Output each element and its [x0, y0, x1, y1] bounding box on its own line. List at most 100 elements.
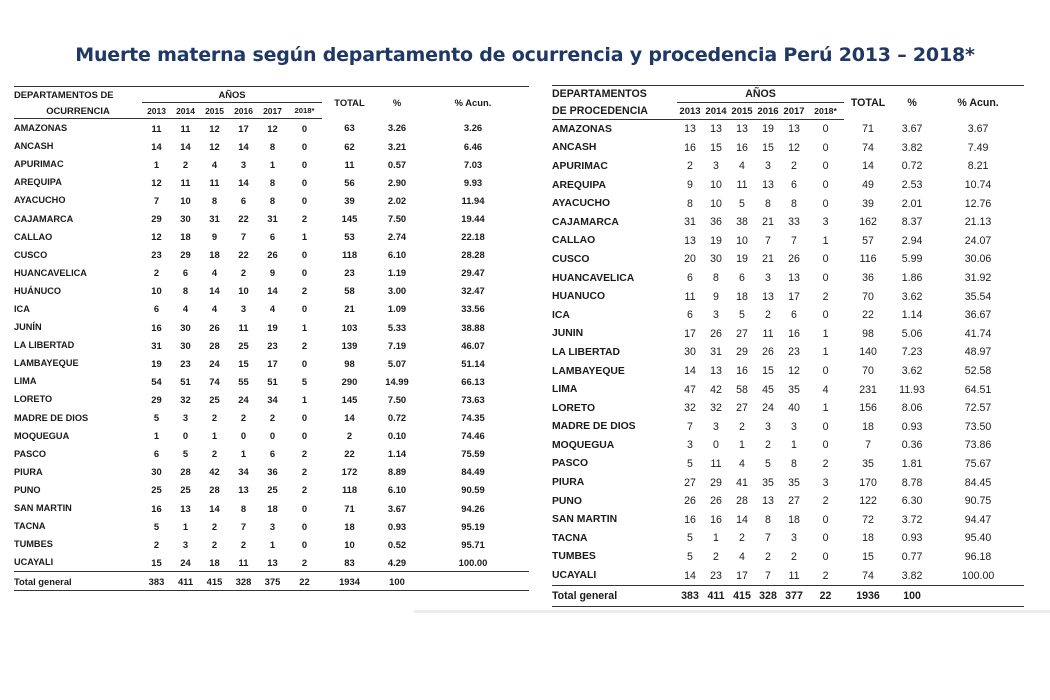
table-row: AREQUIPA 9 10 11 13 6 0 49 2.53 10.74 — [552, 176, 1024, 195]
value-cell: 30 — [180, 213, 191, 225]
value-cell: 2 — [822, 569, 829, 582]
total-cell: 383 — [677, 584, 703, 607]
years-header: AÑOS — [142, 86, 322, 103]
value-cell: 74 — [862, 569, 874, 582]
value-cell: 35 — [788, 476, 800, 489]
table-row: LIMA 54 51 74 55 51 5 290 14.99 66.13 — [14, 372, 529, 390]
value-cell: 19 — [267, 321, 278, 333]
value-cell: 3.72 — [901, 513, 923, 526]
value-cell: 52.58 — [964, 365, 992, 378]
value-cell: 0 — [822, 123, 829, 136]
value-cell: 0 — [301, 122, 308, 134]
value-cell: 3 — [240, 158, 247, 170]
value-cell: 0 — [301, 267, 308, 279]
years-header: AÑOS — [677, 85, 845, 103]
value-cell: 6.46 — [463, 140, 483, 152]
value-cell: 122 — [859, 495, 877, 508]
value-cell: 1 — [739, 439, 745, 452]
value-cell: 14 — [209, 502, 220, 514]
value-cell: 2 — [301, 466, 308, 478]
value-cell: 7 — [791, 234, 797, 247]
department-cell: UCAYALI — [14, 557, 54, 568]
value-cell: 42 — [710, 383, 722, 396]
year-header: 2017 — [258, 102, 287, 119]
value-cell: 0.36 — [901, 439, 923, 452]
value-cell: 11 — [736, 179, 748, 192]
total-cell: 22 — [287, 571, 322, 592]
value-cell: 156 — [859, 402, 877, 415]
value-cell: 15 — [762, 141, 774, 154]
value-cell: 94.26 — [461, 502, 485, 514]
value-cell: 3.62 — [901, 365, 923, 378]
value-cell: 8.78 — [901, 476, 923, 489]
total-cell: 415 — [200, 571, 229, 592]
value-cell: 34 — [238, 466, 249, 478]
value-cell: 0.72 — [901, 160, 923, 173]
value-cell: 14 — [862, 160, 874, 173]
value-cell: 12 — [209, 122, 220, 134]
value-cell: 39 — [344, 194, 355, 206]
value-cell: 19.44 — [461, 213, 485, 225]
table-row: TACNA 5 1 2 7 3 0 18 0.93 95.40 — [552, 529, 1024, 548]
table-row: MADRE DE DIOS 7 3 2 3 3 0 18 0.93 73.50 — [552, 418, 1024, 437]
value-cell: 4 — [739, 457, 745, 470]
value-cell: 51 — [267, 375, 278, 387]
department-cell: PIURA — [552, 477, 585, 489]
value-cell: 0 — [301, 176, 308, 188]
department-cell: AREQUIPA — [552, 179, 606, 191]
value-cell: 10 — [710, 179, 722, 192]
department-cell: SAN MARTIN — [14, 503, 72, 514]
value-cell: 0 — [822, 272, 829, 285]
table-row: MADRE DE DIOS 5 3 2 2 2 0 14 0.72 74.35 — [14, 409, 529, 427]
department-cell: LIMA — [552, 384, 578, 396]
value-cell: 6.10 — [387, 249, 407, 261]
value-cell: 4 — [211, 158, 218, 170]
value-cell: 15 — [710, 141, 722, 154]
value-cell: 3 — [269, 520, 276, 532]
department-cell: LORETO — [552, 402, 596, 414]
value-cell: 18 — [209, 249, 220, 261]
value-cell: 1.19 — [387, 267, 407, 279]
value-cell: 11.94 — [461, 194, 485, 206]
value-cell: 10.74 — [964, 179, 992, 192]
value-cell: 3 — [822, 216, 829, 229]
value-cell: 13 — [788, 123, 800, 136]
value-cell: 23 — [180, 357, 191, 369]
table-row: APURIMAC 1 2 4 3 1 0 11 0.57 7.03 — [14, 155, 529, 173]
value-cell: 1 — [153, 158, 160, 170]
value-cell: 90.75 — [964, 495, 992, 508]
value-cell: 28 — [209, 484, 220, 496]
value-cell: 24 — [209, 357, 220, 369]
department-cell: AMAZONAS — [552, 123, 612, 135]
value-cell: 2 — [687, 160, 693, 173]
department-cell: APURIMAC — [14, 159, 64, 170]
value-cell: 8.21 — [967, 160, 989, 173]
value-cell: 231 — [859, 383, 877, 396]
value-cell: 5 — [687, 532, 693, 545]
value-cell: 5 — [739, 197, 745, 210]
value-cell: 3 — [713, 309, 719, 322]
value-cell: 5 — [301, 375, 308, 387]
value-cell: 31 — [710, 346, 722, 359]
value-cell: 4 — [211, 303, 218, 315]
value-cell: 0 — [822, 141, 829, 154]
department-cell: LAMBAYEQUE — [14, 358, 79, 369]
value-cell: 19 — [710, 234, 722, 247]
value-cell: 64.51 — [964, 383, 992, 396]
total-cell: 411 — [171, 571, 200, 592]
value-cell: 46.07 — [461, 339, 485, 351]
table-row: PUNO 26 26 28 13 27 2 122 6.30 90.75 — [552, 492, 1024, 511]
value-cell: 13 — [762, 179, 774, 192]
value-cell: 11 — [209, 176, 220, 188]
table-row: ICA 6 3 5 2 6 0 22 1.14 36.67 — [552, 306, 1024, 325]
value-cell: 26 — [710, 327, 722, 340]
value-cell: 26 — [209, 321, 220, 333]
value-cell: 6.30 — [901, 495, 923, 508]
table-row: PASCO 6 5 2 1 6 2 22 1.14 75.59 — [14, 445, 529, 463]
value-cell: 1 — [211, 430, 218, 442]
dept-header-line1: DEPARTAMENTOS DE — [14, 86, 142, 103]
table-row: LAMBAYEQUE 19 23 24 15 17 0 98 5.07 51.14 — [14, 354, 529, 372]
department-cell: MOQUEGUA — [552, 439, 615, 451]
department-cell: SAN MARTIN — [552, 514, 618, 526]
department-cell: JUNÍN — [14, 322, 42, 333]
